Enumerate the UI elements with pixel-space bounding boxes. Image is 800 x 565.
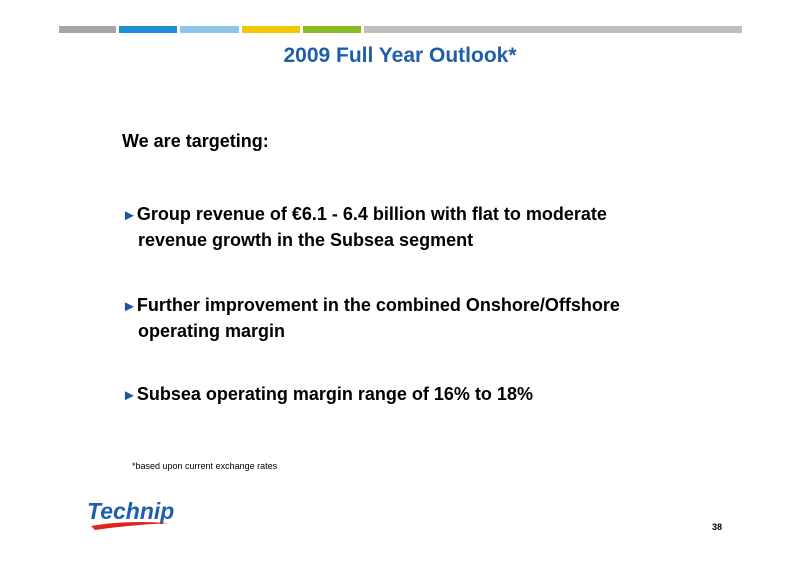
triangle-bullet-icon: ► (122, 207, 137, 224)
top-bar-segment-light-gray (364, 26, 743, 33)
bullet-line-1: Group revenue of €6.1 - 6.4 billion with… (136, 204, 607, 224)
bullet-item: ►Subsea operating margin range of 16% to… (122, 382, 682, 408)
slide-title: 2009 Full Year Outlook* (283, 44, 517, 67)
footnote: *based upon current exchange rates (132, 461, 278, 471)
triangle-bullet-icon: ► (122, 387, 137, 404)
top-color-bar (59, 26, 743, 33)
bullet-line-1: Subsea operating margin range of 16% to … (136, 384, 533, 404)
bullet-line-2: operating margin (138, 321, 286, 341)
bullet-line-1: Further improvement in the combined Onsh… (136, 295, 620, 315)
logo-swoosh-icon (91, 522, 169, 530)
bullet-item: ►Group revenue of €6.1 - 6.4 billion wit… (122, 202, 682, 252)
top-bar-segment-blue (118, 26, 177, 33)
bullet-item: ►Further improvement in the combined Ons… (122, 293, 682, 343)
technip-logo: Technip (87, 498, 174, 530)
intro-text: We are targeting: (122, 131, 269, 151)
top-bar-segment-green (303, 26, 362, 33)
technip-logo-text: Technip (87, 498, 174, 524)
triangle-bullet-icon: ► (122, 298, 137, 315)
top-bar-segment-gray (59, 26, 116, 33)
page-number: 38 (712, 522, 723, 532)
bullet-line-2: revenue growth in the Subsea segment (138, 230, 474, 250)
top-bar-segment-yellow (241, 26, 301, 33)
top-bar-segment-light-blue (179, 26, 239, 33)
